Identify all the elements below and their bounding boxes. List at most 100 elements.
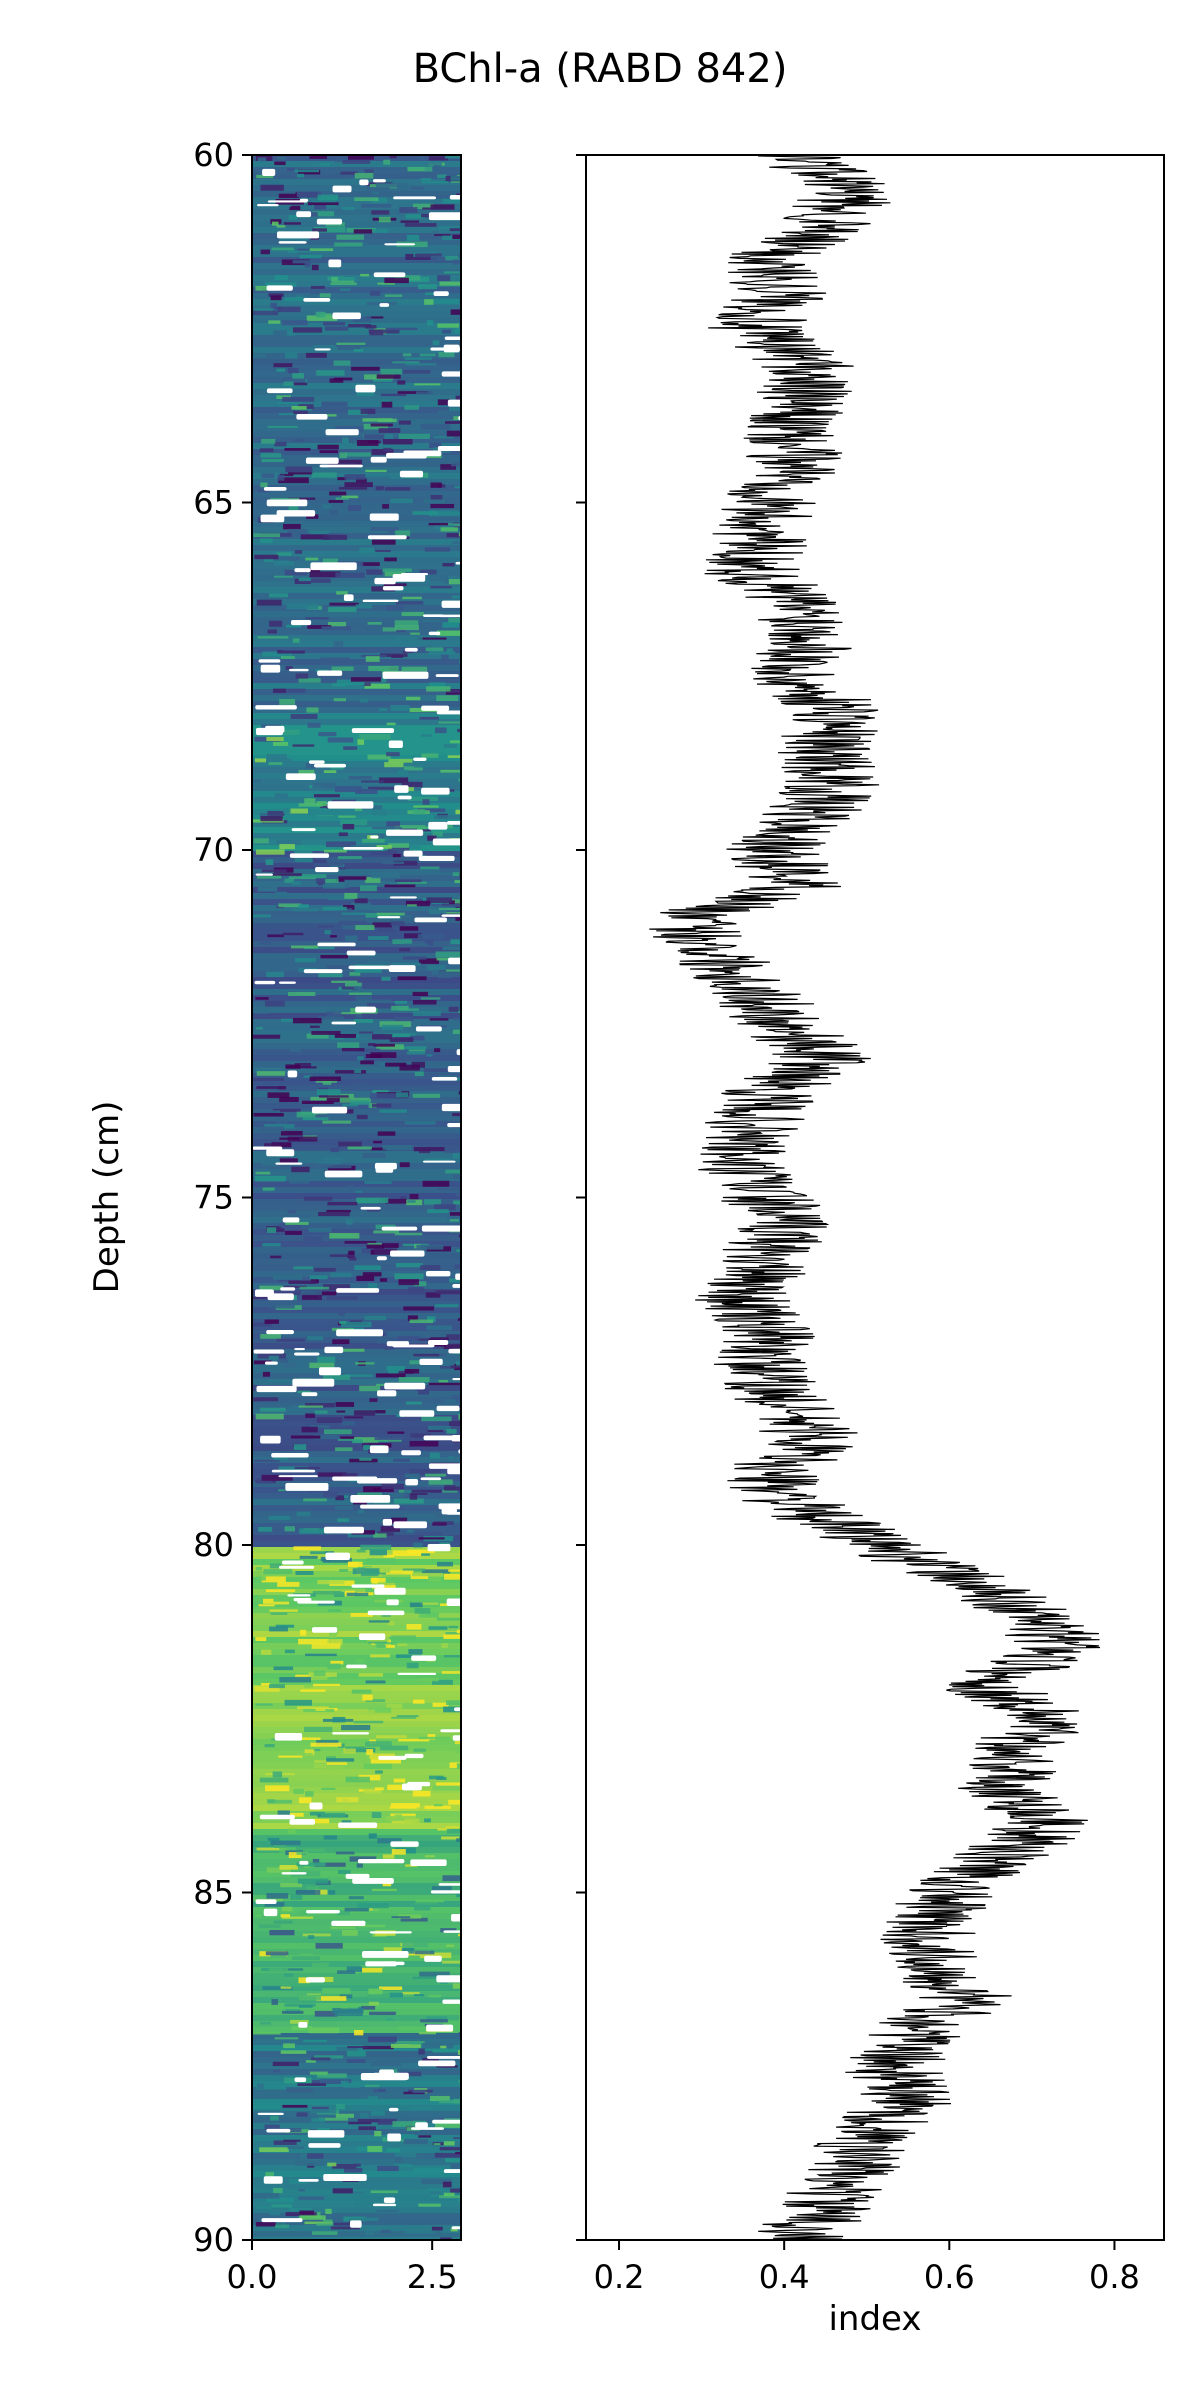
core-image-void bbox=[367, 1610, 405, 1616]
core-image-speck bbox=[327, 621, 347, 627]
core-image-row bbox=[252, 1541, 461, 1547]
core-image-speck bbox=[253, 1112, 284, 1117]
core-image-speck bbox=[459, 1550, 461, 1555]
core-image-speck bbox=[315, 1889, 328, 1895]
core-image-speck bbox=[351, 1439, 363, 1444]
core-image-void bbox=[254, 1289, 274, 1297]
core-image-void bbox=[349, 2220, 362, 2228]
core-image-speck bbox=[373, 229, 389, 233]
core-image-speck bbox=[354, 197, 379, 202]
core-image-speck bbox=[356, 909, 375, 916]
core-image-void bbox=[374, 577, 396, 585]
core-image-speck bbox=[316, 1417, 343, 1423]
core-image-speck bbox=[277, 401, 302, 405]
core-image-speck bbox=[443, 1706, 461, 1713]
core-image-speck bbox=[286, 1066, 317, 1069]
core-image-void bbox=[369, 513, 399, 521]
core-image-speck bbox=[364, 1315, 387, 1321]
core-image-speck bbox=[428, 1994, 441, 1998]
core-image-speck bbox=[412, 991, 428, 996]
core-image-speck bbox=[434, 727, 447, 734]
core-image-speck bbox=[306, 1033, 329, 1039]
core-image-speck bbox=[307, 202, 339, 206]
core-image-speck bbox=[344, 1416, 364, 1419]
core-image-speck bbox=[274, 793, 288, 799]
core-image-speck bbox=[352, 1568, 380, 1575]
core-image-speck bbox=[286, 624, 302, 628]
core-image-speck bbox=[382, 627, 397, 632]
core-image-void bbox=[362, 599, 399, 603]
core-image-speck bbox=[394, 625, 419, 631]
core-image-speck bbox=[425, 1292, 441, 1298]
core-image-speck bbox=[294, 856, 313, 863]
core-image-void bbox=[444, 336, 461, 340]
core-image-speck bbox=[458, 778, 461, 782]
core-image-speck bbox=[446, 969, 461, 972]
core-image-row bbox=[252, 1229, 461, 1235]
core-image-speck bbox=[259, 1777, 289, 1783]
core-image-void bbox=[378, 1755, 407, 1760]
core-image-speck bbox=[324, 326, 349, 331]
core-image-void bbox=[436, 710, 461, 715]
core-image-speck bbox=[397, 976, 427, 981]
core-image-speck bbox=[255, 1703, 273, 1706]
core-image-speck bbox=[371, 539, 396, 545]
core-image-speck bbox=[268, 593, 288, 598]
core-image-speck bbox=[310, 2109, 336, 2114]
core-image-speck bbox=[354, 1082, 367, 1086]
core-image-speck bbox=[403, 786, 414, 792]
core-image-speck bbox=[335, 1402, 355, 1407]
core-image-speck bbox=[356, 1197, 389, 1204]
core-image-speck bbox=[430, 204, 455, 210]
core-image-speck bbox=[316, 878, 326, 884]
core-image-speck bbox=[273, 688, 306, 693]
core-image-speck bbox=[266, 1589, 296, 1593]
core-image-speck bbox=[345, 1746, 365, 1749]
core-image-void bbox=[303, 969, 343, 974]
core-image-speck bbox=[430, 495, 443, 500]
core-image-void bbox=[271, 1469, 316, 1473]
core-image-speck bbox=[296, 1851, 309, 1855]
core-image-speck bbox=[396, 2026, 428, 2031]
core-image-speck bbox=[403, 943, 428, 946]
core-image-speck bbox=[438, 226, 461, 230]
core-image-speck bbox=[418, 1537, 445, 1540]
core-image-row bbox=[252, 191, 461, 197]
core-image-row bbox=[252, 545, 461, 551]
core-image-speck bbox=[255, 1478, 273, 1484]
core-image-row bbox=[252, 2171, 461, 2177]
core-image-speck bbox=[316, 1996, 347, 2001]
core-image-speck bbox=[426, 1054, 433, 1057]
core-image-void bbox=[294, 2077, 307, 2082]
core-image-row bbox=[252, 263, 461, 269]
core-image-speck bbox=[338, 856, 362, 860]
core-image-speck bbox=[297, 1752, 313, 1756]
core-image-void bbox=[436, 1975, 461, 1983]
core-image-row bbox=[252, 599, 461, 605]
core-image-speck bbox=[301, 1290, 322, 1296]
core-image-void bbox=[317, 942, 356, 947]
core-image-speck bbox=[300, 1953, 314, 1956]
core-image-speck bbox=[348, 1896, 364, 1900]
core-image-row bbox=[252, 569, 461, 575]
core-image-speck bbox=[256, 1071, 286, 1076]
core-image-void bbox=[456, 1049, 461, 1056]
core-image-speck bbox=[334, 2010, 363, 2017]
core-image-speck bbox=[439, 323, 454, 326]
core-image-speck bbox=[437, 174, 447, 179]
core-image-speck bbox=[338, 815, 356, 818]
core-image-speck bbox=[279, 1137, 300, 1140]
core-image-speck bbox=[367, 2036, 397, 2043]
core-image-speck bbox=[283, 523, 301, 530]
core-image-void bbox=[452, 1735, 461, 1741]
core-image-speck bbox=[328, 1890, 336, 1895]
core-image-void bbox=[441, 1103, 461, 1112]
core-image-speck bbox=[425, 940, 434, 946]
core-image-speck bbox=[293, 1444, 307, 1450]
core-image-speck bbox=[456, 1249, 461, 1252]
core-image-row bbox=[252, 1271, 461, 1277]
core-image-speck bbox=[458, 1235, 461, 1238]
core-image-speck bbox=[349, 178, 362, 183]
line-x-tick-label: 0.2 bbox=[594, 2258, 645, 2296]
core-image-speck bbox=[282, 647, 310, 651]
